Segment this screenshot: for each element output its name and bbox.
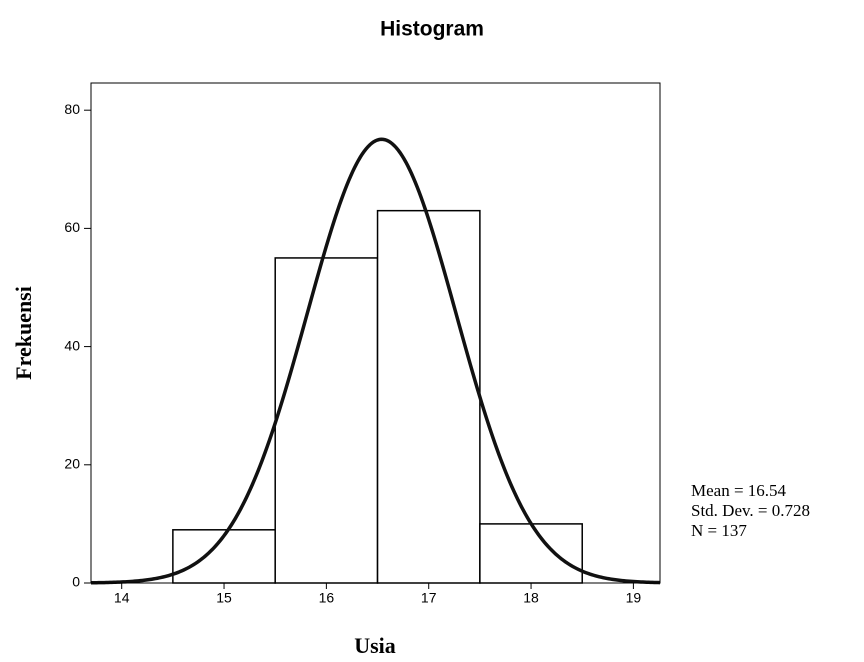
x-tick-label: 18: [523, 590, 539, 606]
y-tick-label: 0: [72, 574, 80, 590]
normal-curve: [90, 137, 661, 585]
x-tick-label: 14: [114, 590, 130, 606]
bar: [376, 209, 481, 584]
y-tick-label: 20: [64, 455, 80, 471]
bar: [172, 529, 276, 584]
plot-frame: [90, 82, 661, 584]
bar: [274, 257, 379, 584]
x-tick-label: 16: [319, 590, 335, 606]
stat-label: Std. Dev. = 0.728: [691, 501, 810, 520]
stat-label: Mean = 16.54: [691, 481, 787, 500]
y-axis-label: Frekuensi: [11, 286, 36, 380]
x-tick-label: 15: [216, 590, 232, 606]
stat-label: N = 137: [691, 521, 747, 540]
chart-title: Histogram: [380, 18, 484, 41]
bar: [479, 523, 583, 584]
y-tick-label: 60: [64, 219, 80, 235]
x-axis-label: Usia: [354, 633, 396, 658]
y-tick-label: 80: [64, 101, 80, 117]
x-tick-label: 17: [421, 590, 437, 606]
y-tick-label: 40: [64, 337, 80, 353]
x-tick-label: 19: [626, 590, 642, 606]
